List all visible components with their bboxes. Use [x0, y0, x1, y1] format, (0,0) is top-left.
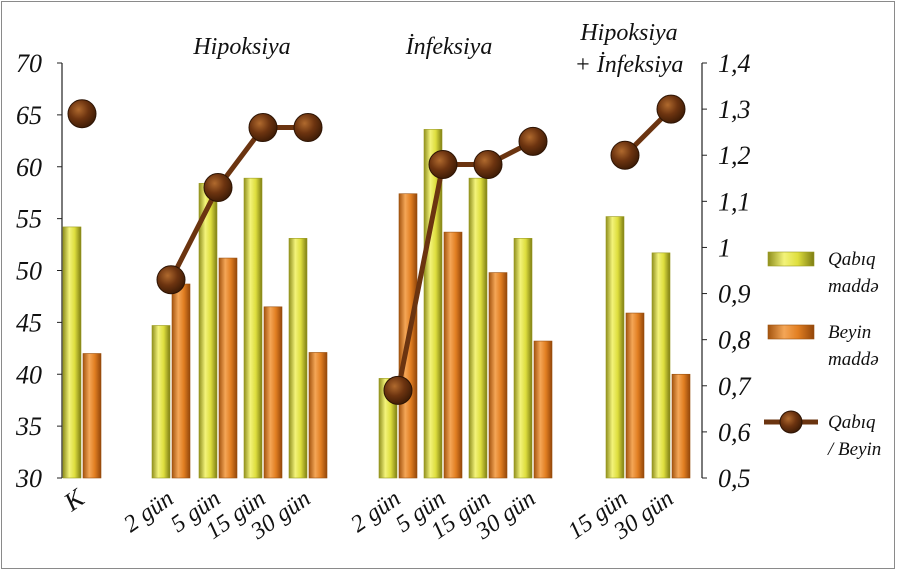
ratio-marker	[428, 149, 458, 179]
bar-beyin	[263, 306, 283, 479]
group-label: Hipoksiya	[192, 34, 290, 60]
ratio-series-line	[168, 125, 308, 281]
left-tick-label: 50	[16, 257, 42, 286]
legend-swatch-beyin	[767, 324, 815, 340]
ratio-series-line	[395, 139, 535, 391]
left-tick-label: 60	[16, 153, 42, 182]
right-tick-label: 0,9	[718, 280, 751, 309]
bar-beyin	[671, 373, 691, 479]
x-tick-label: 2 gün	[119, 486, 178, 538]
bar-qabiq	[243, 177, 263, 479]
bar-beyin	[171, 283, 191, 479]
bar-qabiq	[513, 238, 533, 479]
right-tick-label: 0,8	[718, 326, 751, 355]
legend-label: maddə	[828, 349, 879, 370]
ratio-marker	[248, 113, 278, 143]
ratio-line	[67, 94, 686, 405]
left-tick-label: 65	[16, 101, 42, 130]
ratio-marker	[518, 126, 548, 156]
legend-label: Qabıq	[828, 249, 876, 270]
left-tick-label: 70	[16, 49, 42, 78]
ratio-marker	[383, 375, 413, 405]
left-tick-label: 45	[16, 308, 42, 337]
left-tick-label: 40	[16, 360, 42, 389]
ratio-marker	[293, 113, 323, 143]
bar-qabiq	[468, 177, 488, 479]
bar-qabiq	[288, 238, 308, 479]
legend: Qabıq maddə Beyin maddə Qabıq / Beyin	[764, 249, 881, 460]
group-label: Hipoksiya	[579, 20, 677, 46]
legend-swatch-qabiq	[767, 251, 815, 267]
bar-beyin	[308, 352, 328, 479]
bar-qabiq	[198, 183, 218, 479]
left-tick-label: 35	[15, 412, 42, 441]
axes: 30 35 40 45 50 55 60 65 70 0,5 0,6 0,7 0,8 0,9 1 1,1 1,2…	[15, 49, 752, 493]
legend-label: Beyin	[828, 322, 871, 343]
bar-qabiq	[62, 226, 82, 479]
legend-label: Qabıq	[828, 412, 876, 433]
bar-beyin	[625, 312, 645, 479]
ratio-marker	[156, 265, 186, 295]
ratio-marker	[203, 173, 233, 202]
ratio-marker	[473, 149, 503, 179]
bar-beyin	[533, 340, 553, 479]
legend-label: / Beyin	[827, 439, 881, 460]
right-tick-label: 1,1	[718, 187, 751, 216]
left-tick-label: 30	[15, 464, 42, 493]
ratio-marker	[656, 94, 686, 124]
left-tick-label: 55	[16, 205, 42, 234]
bar-beyin	[443, 231, 463, 479]
bar-beyin	[218, 257, 238, 479]
bar-beyin	[488, 272, 508, 479]
group-labels: Hipoksiya İnfeksiya Hipoksiya + İnfeksiya	[192, 20, 683, 78]
bar-beyin	[82, 353, 102, 479]
right-tick-label: 0,7	[718, 372, 752, 401]
bar-qabiq	[651, 252, 671, 479]
group-label: İnfeksiya	[405, 34, 493, 60]
bar-qabiq	[151, 325, 171, 479]
ratio-marker	[610, 140, 640, 170]
right-tick-label: 0,5	[718, 464, 751, 493]
right-tick-label: 1,4	[718, 49, 751, 78]
legend-label: maddə	[828, 276, 879, 297]
legend-swatch-marker	[779, 410, 803, 434]
right-tick-label: 1,2	[718, 141, 751, 170]
right-tick-label: 1,3	[718, 95, 751, 124]
bar-qabiq	[605, 216, 625, 479]
x-tick-label: K	[58, 482, 91, 517]
bars	[62, 129, 691, 479]
group-label: + İnfeksiya	[575, 52, 684, 78]
right-tick-label: 1	[718, 233, 731, 262]
right-tick-label: 0,6	[718, 418, 751, 447]
bar-qabiq	[423, 129, 443, 479]
ratio-marker	[67, 99, 97, 129]
